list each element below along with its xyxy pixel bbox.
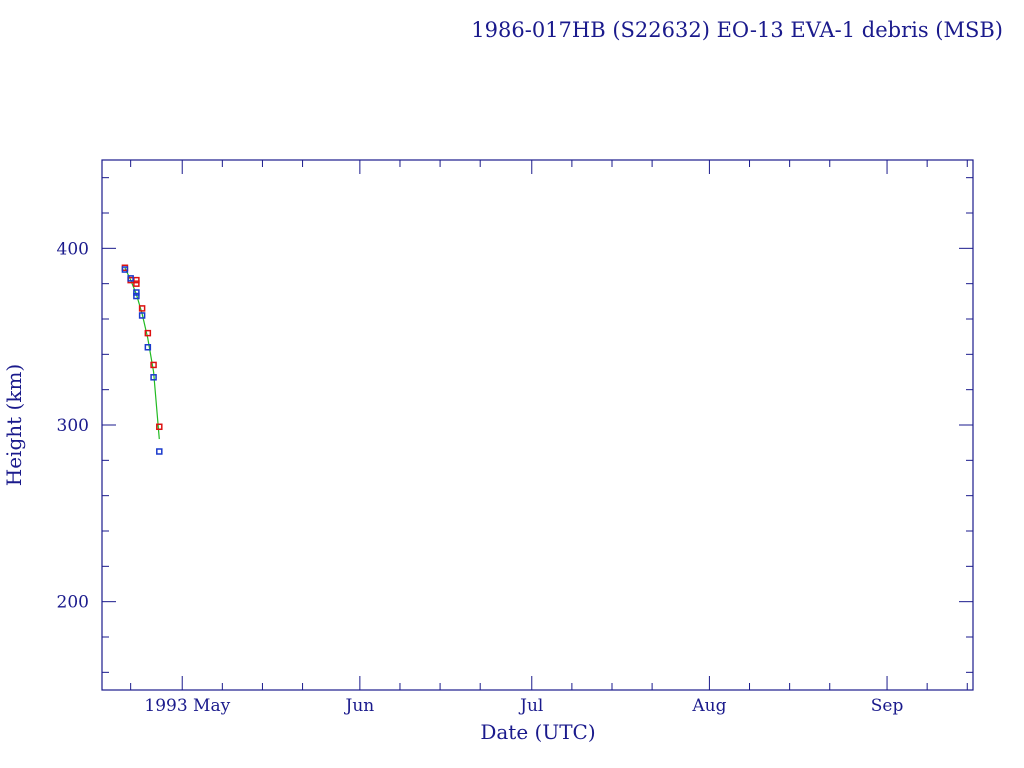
perigee-point <box>144 344 152 351</box>
y-tick-label: 400 <box>57 239 89 259</box>
perigee-point <box>150 374 157 381</box>
apogee-point <box>133 280 140 287</box>
x-tick-label: Aug <box>691 696 726 716</box>
perigee-point <box>133 292 140 300</box>
apogee-point <box>156 423 163 431</box>
apogee-point <box>144 329 152 337</box>
y-tick-label: 300 <box>57 416 89 436</box>
plot-frame <box>101 159 974 691</box>
chart-title: 1986-017HB (S22632) EO-13 EVA-1 debris (… <box>471 18 1003 42</box>
mean-height-line <box>124 267 160 440</box>
data-series <box>121 264 163 455</box>
x-axis-label: Date (UTC) <box>480 720 595 744</box>
x-tick-label: Sep <box>871 696 904 716</box>
x-tick-label: Jun <box>344 696 375 716</box>
x-axis-ticks: 1993 May Jun Jul Aug Sep <box>130 160 968 716</box>
perigee-point <box>156 448 163 455</box>
perigee-point <box>133 289 140 296</box>
y-axis-label: Height (km) <box>2 364 26 486</box>
perigee-point <box>121 266 129 273</box>
perigee-point <box>138 312 146 319</box>
perigee-point <box>127 275 134 282</box>
x-tick-label: 1993 May <box>144 696 230 716</box>
y-tick-label: 200 <box>57 593 89 613</box>
apogee-point <box>138 305 146 312</box>
y-axis-ticks: 200 300 400 <box>57 177 973 673</box>
apogee-point <box>150 361 157 369</box>
x-tick-label: Jul <box>518 696 543 716</box>
